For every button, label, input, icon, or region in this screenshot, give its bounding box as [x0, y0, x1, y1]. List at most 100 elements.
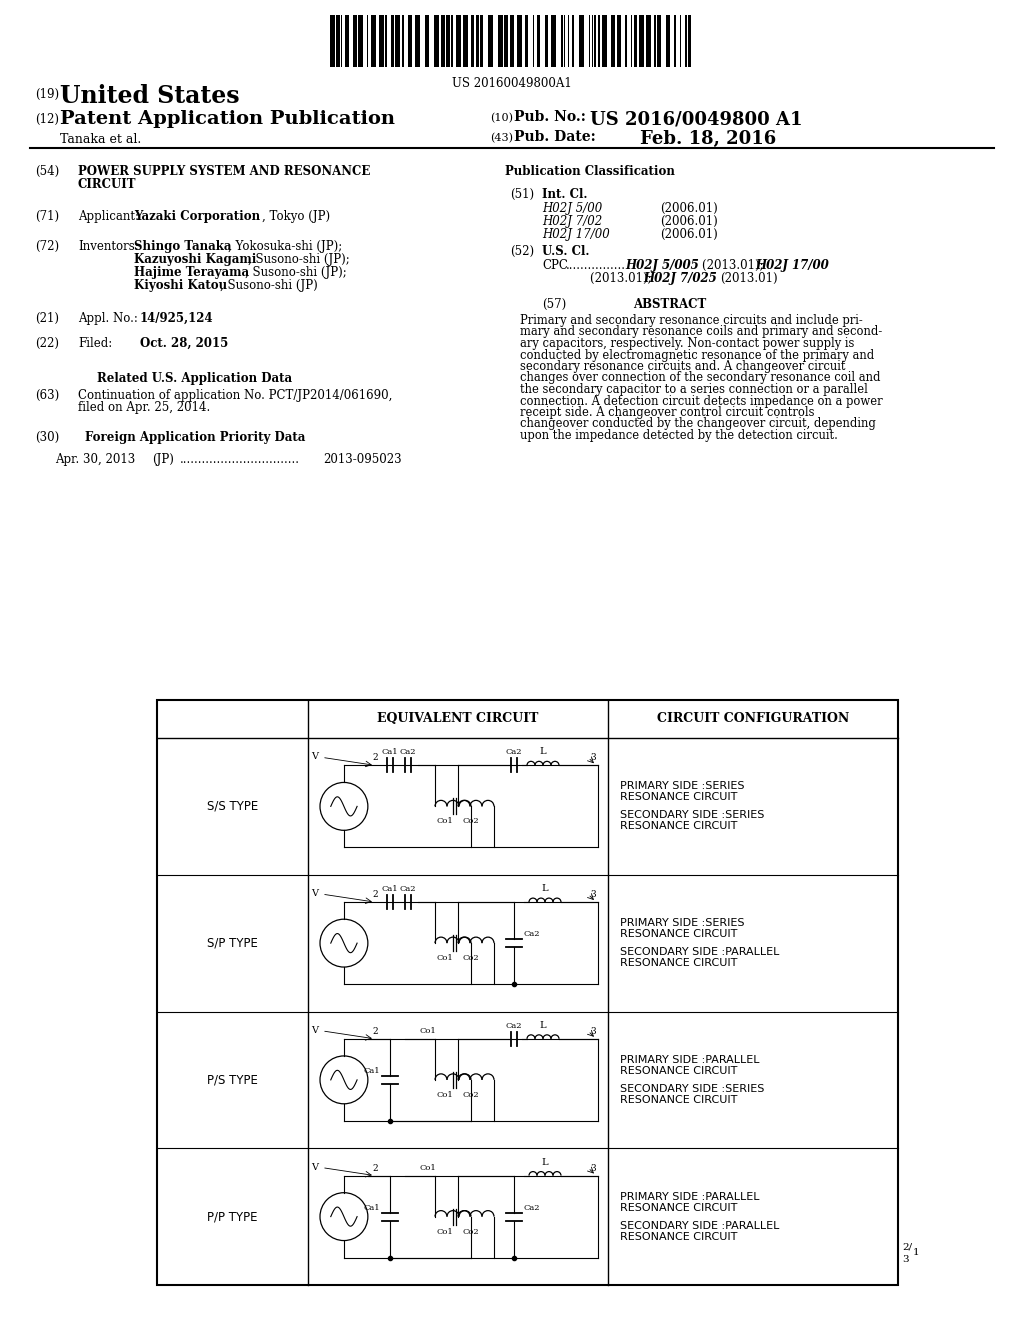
Bar [480, 15, 482, 67]
Text: RESONANCE CIRCUIT: RESONANCE CIRCUIT [620, 958, 737, 968]
Text: changeover conducted by the changeover circuit, depending: changeover conducted by the changeover c… [520, 417, 876, 430]
Bar [635, 15, 638, 67]
Text: Feb. 18, 2016: Feb. 18, 2016 [640, 129, 776, 148]
Text: secondary resonance circuits and. A changeover circuit: secondary resonance circuits and. A chan… [520, 360, 846, 374]
Text: POWER SUPPLY SYSTEM AND RESONANCE: POWER SUPPLY SYSTEM AND RESONANCE [78, 165, 371, 178]
Bar [446, 15, 450, 67]
Text: (63): (63) [35, 389, 59, 403]
Text: 3: 3 [591, 754, 596, 763]
Text: 3: 3 [591, 1027, 596, 1036]
Text: PRIMARY SIDE :PARALLEL: PRIMARY SIDE :PARALLEL [620, 1055, 760, 1065]
Text: receipt side. A changeover control circuit controls: receipt side. A changeover control circu… [520, 407, 814, 418]
Bar [487, 15, 493, 67]
Text: Ca1: Ca1 [382, 886, 398, 894]
Bar [616, 15, 621, 67]
Text: (57): (57) [542, 298, 566, 312]
Text: RESONANCE CIRCUIT: RESONANCE CIRCUIT [620, 821, 737, 832]
Bar [579, 15, 584, 67]
Text: , Susono-shi (JP): , Susono-shi (JP) [220, 279, 317, 292]
Bar [688, 15, 691, 67]
Text: Co2: Co2 [463, 954, 479, 962]
Text: ABSTRACT: ABSTRACT [634, 298, 707, 312]
Text: Co2: Co2 [463, 1090, 479, 1098]
Text: 2013-095023: 2013-095023 [323, 453, 401, 466]
Text: P/P TYPE: P/P TYPE [207, 1210, 258, 1224]
Text: Ca2: Ca2 [399, 748, 416, 756]
Bar [395, 15, 400, 67]
Text: (2013.01);: (2013.01); [590, 272, 655, 285]
Text: Co1: Co1 [436, 817, 454, 825]
Text: RESONANCE CIRCUIT: RESONANCE CIRCUIT [620, 1094, 737, 1105]
Text: Pub. Date:: Pub. Date: [514, 129, 596, 144]
Text: 14/925,124: 14/925,124 [140, 312, 214, 325]
Bar [525, 15, 528, 67]
Text: Ca2: Ca2 [524, 1204, 541, 1212]
Text: Ca2: Ca2 [399, 886, 416, 894]
Text: , Susono-shi (JP);: , Susono-shi (JP); [248, 253, 350, 267]
Text: ................................: ................................ [180, 453, 300, 466]
Text: SECONDARY SIDE :SERIES: SECONDARY SIDE :SERIES [620, 810, 764, 820]
Bar [538, 15, 541, 67]
Text: (10): (10) [490, 114, 513, 123]
Text: H02J 17/00: H02J 17/00 [542, 228, 609, 242]
Text: Oct. 28, 2015: Oct. 28, 2015 [140, 337, 228, 350]
Bar [441, 15, 445, 67]
Bar [330, 15, 335, 67]
Bar [510, 15, 514, 67]
Text: Foreign Application Priority Data: Foreign Application Priority Data [85, 432, 305, 444]
Text: (72): (72) [35, 240, 59, 253]
Text: Tanaka et al.: Tanaka et al. [60, 133, 141, 147]
Text: , Susono-shi (JP);: , Susono-shi (JP); [245, 267, 347, 279]
Text: , Tokyo (JP): , Tokyo (JP) [262, 210, 330, 223]
Text: CPC: CPC [542, 259, 568, 272]
Bar [551, 15, 556, 67]
Text: Ca1: Ca1 [382, 748, 398, 756]
Bar [357, 15, 362, 67]
Text: H02J 5/00: H02J 5/00 [542, 202, 602, 215]
Text: Pub. No.:: Pub. No.: [514, 110, 586, 124]
Text: Patent Application Publication: Patent Application Publication [60, 110, 395, 128]
Text: CIRCUIT: CIRCUIT [78, 178, 136, 191]
Text: 3: 3 [591, 890, 596, 899]
Text: (21): (21) [35, 312, 59, 325]
Bar [654, 15, 656, 67]
Text: (71): (71) [35, 210, 59, 223]
Text: L: L [540, 747, 547, 756]
Bar [517, 15, 522, 67]
Text: Publication Classification: Publication Classification [505, 165, 675, 178]
Text: Ca2: Ca2 [506, 1022, 522, 1030]
Bar [625, 15, 627, 67]
Text: U.S. Cl.: U.S. Cl. [542, 246, 590, 257]
Text: Co2: Co2 [463, 1228, 479, 1236]
Bar [336, 15, 340, 67]
Text: (2013.01): (2013.01) [720, 272, 777, 285]
Text: CIRCUIT CONFIGURATION: CIRCUIT CONFIGURATION [656, 713, 849, 726]
Text: US 2016/0049800 A1: US 2016/0049800 A1 [590, 110, 803, 128]
Text: PRIMARY SIDE :SERIES: PRIMARY SIDE :SERIES [620, 781, 744, 792]
Text: the secondary capacitor to a series connection or a parallel: the secondary capacitor to a series conn… [520, 383, 868, 396]
Bar [657, 15, 662, 67]
Bar [476, 15, 479, 67]
Bar [572, 15, 574, 67]
Text: connection. A detection circuit detects impedance on a power: connection. A detection circuit detects … [520, 395, 883, 408]
Text: S/P TYPE: S/P TYPE [207, 937, 258, 949]
Text: Ca2: Ca2 [506, 748, 522, 756]
Text: PRIMARY SIDE :PARALLEL: PRIMARY SIDE :PARALLEL [620, 1192, 760, 1201]
Text: H02J 7/02: H02J 7/02 [542, 215, 602, 228]
Bar [602, 15, 607, 67]
Text: 2: 2 [373, 890, 379, 899]
Text: Kazuyoshi Kagami: Kazuyoshi Kagami [134, 253, 256, 267]
Text: Primary and secondary resonance circuits and include pri-: Primary and secondary resonance circuits… [520, 314, 863, 327]
Text: , Yokosuka-shi (JP);: , Yokosuka-shi (JP); [228, 240, 342, 253]
Text: Ca2: Ca2 [524, 931, 541, 939]
Bar [353, 15, 356, 67]
Text: Related U.S. Application Data: Related U.S. Application Data [97, 372, 293, 385]
Text: S/S TYPE: S/S TYPE [207, 800, 258, 813]
Bar [561, 15, 563, 67]
Bar [434, 15, 439, 67]
Text: H02J 7/025: H02J 7/025 [643, 272, 717, 285]
Bar [345, 15, 349, 67]
Text: SECONDARY SIDE :PARALLEL: SECONDARY SIDE :PARALLEL [620, 1221, 779, 1230]
Text: Inventors:: Inventors: [78, 240, 138, 253]
Text: L: L [542, 884, 548, 894]
